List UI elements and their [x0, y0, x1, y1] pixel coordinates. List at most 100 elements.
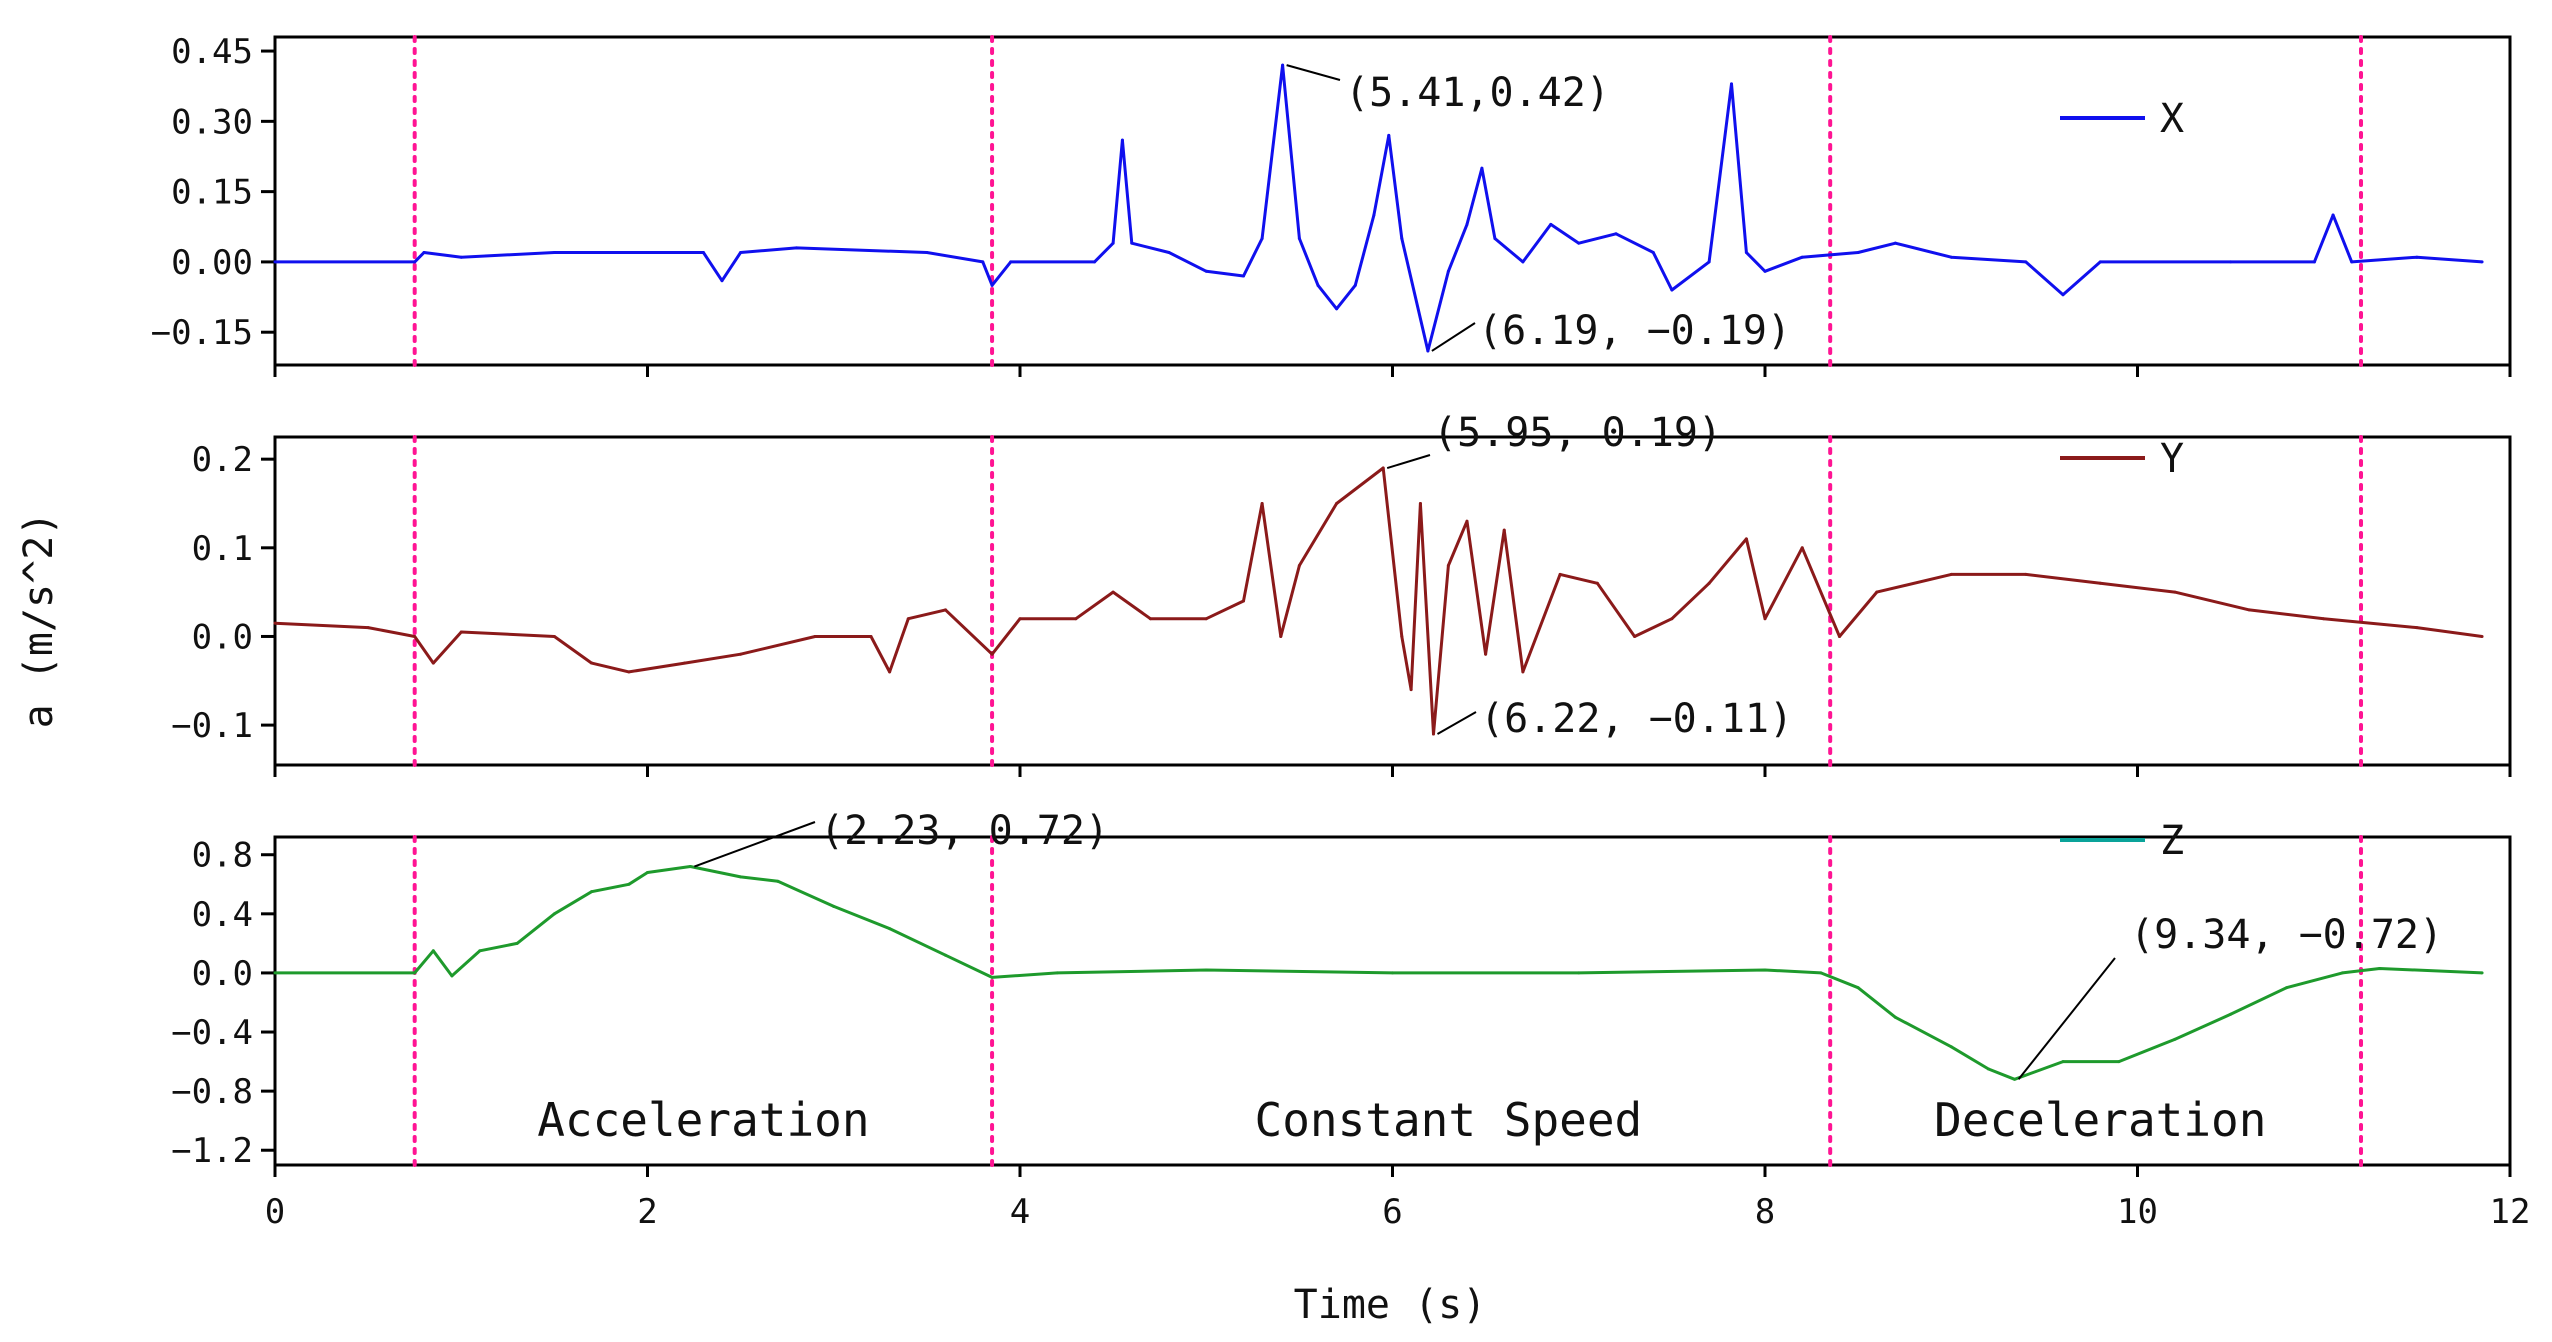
data-point-z — [832, 904, 836, 908]
data-point-x — [701, 251, 705, 255]
data-point-y — [1633, 634, 1637, 638]
data-point-y — [813, 634, 817, 638]
x-tick-label: 10 — [2117, 1192, 2158, 1232]
data-point-x — [2024, 260, 2028, 264]
data-point-y — [1335, 501, 1339, 505]
data-point-y — [431, 661, 435, 665]
data-point-x — [1316, 283, 1320, 287]
data-point-x — [1493, 236, 1497, 240]
data-point-y — [1707, 581, 1711, 585]
phase-label: Deceleration — [1934, 1093, 2266, 1147]
data-point-x — [1372, 213, 1376, 217]
y-tick-label-z: −0.4 — [171, 1013, 253, 1053]
y-tick-label-z: −0.8 — [171, 1072, 253, 1112]
data-point-z — [413, 971, 417, 975]
data-point-y — [1242, 599, 1245, 603]
legend-label-y: Y — [2160, 436, 2184, 482]
data-point-x — [1577, 241, 1581, 245]
data-point-x — [1167, 251, 1171, 255]
data-point-z — [1577, 971, 1581, 975]
annotation-label-y: (5.95, 0.19) — [1433, 410, 1722, 456]
data-point-x — [1093, 260, 1096, 264]
phase-label: Constant Speed — [1255, 1093, 1643, 1147]
data-point-x — [981, 260, 985, 264]
series-line-y — [274, 466, 2483, 736]
data-point-y — [1484, 652, 1488, 656]
data-point-x — [1260, 236, 1264, 240]
data-point-z — [2480, 971, 2484, 975]
annotation-leader-z — [2017, 957, 2116, 1080]
x-axis-label: Time (s) — [1294, 1282, 1487, 1328]
series-line-x — [275, 63, 2483, 353]
data-point-y — [2415, 626, 2419, 630]
legend-label-z: Z — [2160, 818, 2184, 864]
data-point-x — [1281, 63, 1285, 67]
data-point-x — [646, 251, 649, 255]
data-point-y — [869, 634, 873, 638]
data-point-y — [1018, 617, 1022, 621]
data-point-y — [413, 634, 417, 638]
data-point-x — [1729, 82, 1733, 86]
data-point-z — [688, 865, 692, 869]
y-tick-label-y: −0.1 — [171, 706, 253, 746]
data-point-y — [1838, 634, 1841, 638]
data-point-z — [590, 890, 594, 894]
y-tick-label-x: −0.15 — [151, 313, 253, 353]
data-point-z — [2229, 1012, 2233, 1016]
annotation-leader-y — [1386, 454, 1431, 469]
data-point-x — [552, 251, 556, 255]
data-point-z — [1949, 1045, 1953, 1049]
data-point-y — [1949, 572, 1953, 576]
y-tick-label-x: 0.15 — [171, 173, 253, 213]
data-point-z — [646, 870, 649, 874]
data-point-y — [2247, 608, 2251, 612]
y-axis-label: a (m/s^2) — [16, 512, 62, 729]
data-point-y — [627, 670, 631, 674]
data-point-y — [2173, 590, 2177, 594]
data-point-x — [1670, 288, 1674, 292]
data-point-x — [1949, 255, 1953, 259]
data-point-z — [888, 927, 892, 931]
data-point-z — [1893, 1015, 1897, 1019]
data-point-x — [1856, 251, 1860, 255]
data-point-y — [1148, 617, 1152, 621]
data-point-x — [1426, 349, 1430, 353]
data-point-x — [1893, 241, 1897, 245]
data-point-y — [590, 661, 594, 665]
data-point-y — [888, 670, 892, 674]
x-tick-label: 4 — [1010, 1192, 1030, 1232]
data-point-x — [1242, 274, 1245, 278]
y-tick-label-x: 0.45 — [171, 32, 253, 72]
data-point-z — [1819, 971, 1823, 975]
data-point-x — [413, 260, 417, 264]
data-point-y — [2322, 617, 2326, 621]
y-tick-label-z: 0.4 — [192, 895, 253, 935]
x-tick-label: 6 — [1382, 1192, 1402, 1232]
data-point-y — [990, 652, 994, 656]
data-point-x — [795, 246, 798, 250]
data-point-z — [515, 941, 519, 945]
data-point-y — [552, 634, 556, 638]
data-point-z — [1391, 971, 1394, 975]
data-point-y — [2480, 634, 2484, 638]
data-point-x — [990, 283, 994, 287]
y-tick-label-z: 0.8 — [192, 836, 253, 876]
data-point-z — [739, 875, 743, 879]
data-point-y — [1800, 546, 1804, 550]
data-point-y — [739, 652, 743, 656]
phase-label: Acceleration — [537, 1093, 869, 1147]
data-point-x — [1549, 222, 1553, 226]
data-point-y — [1204, 617, 1208, 621]
annotation-label-x: (6.19, −0.19) — [1478, 308, 1791, 354]
data-point-z — [1055, 971, 1059, 975]
data-point-x — [1130, 241, 1134, 245]
data-point-x — [2480, 260, 2484, 264]
data-point-x — [1387, 133, 1391, 137]
annotation-leader-x — [1431, 322, 1476, 352]
data-point-x — [1400, 236, 1404, 240]
data-point-z — [1856, 986, 1860, 990]
data-point-y — [1521, 670, 1525, 674]
data-point-y — [1111, 590, 1115, 594]
data-point-z — [2340, 971, 2344, 975]
data-point-x — [2061, 293, 2065, 297]
